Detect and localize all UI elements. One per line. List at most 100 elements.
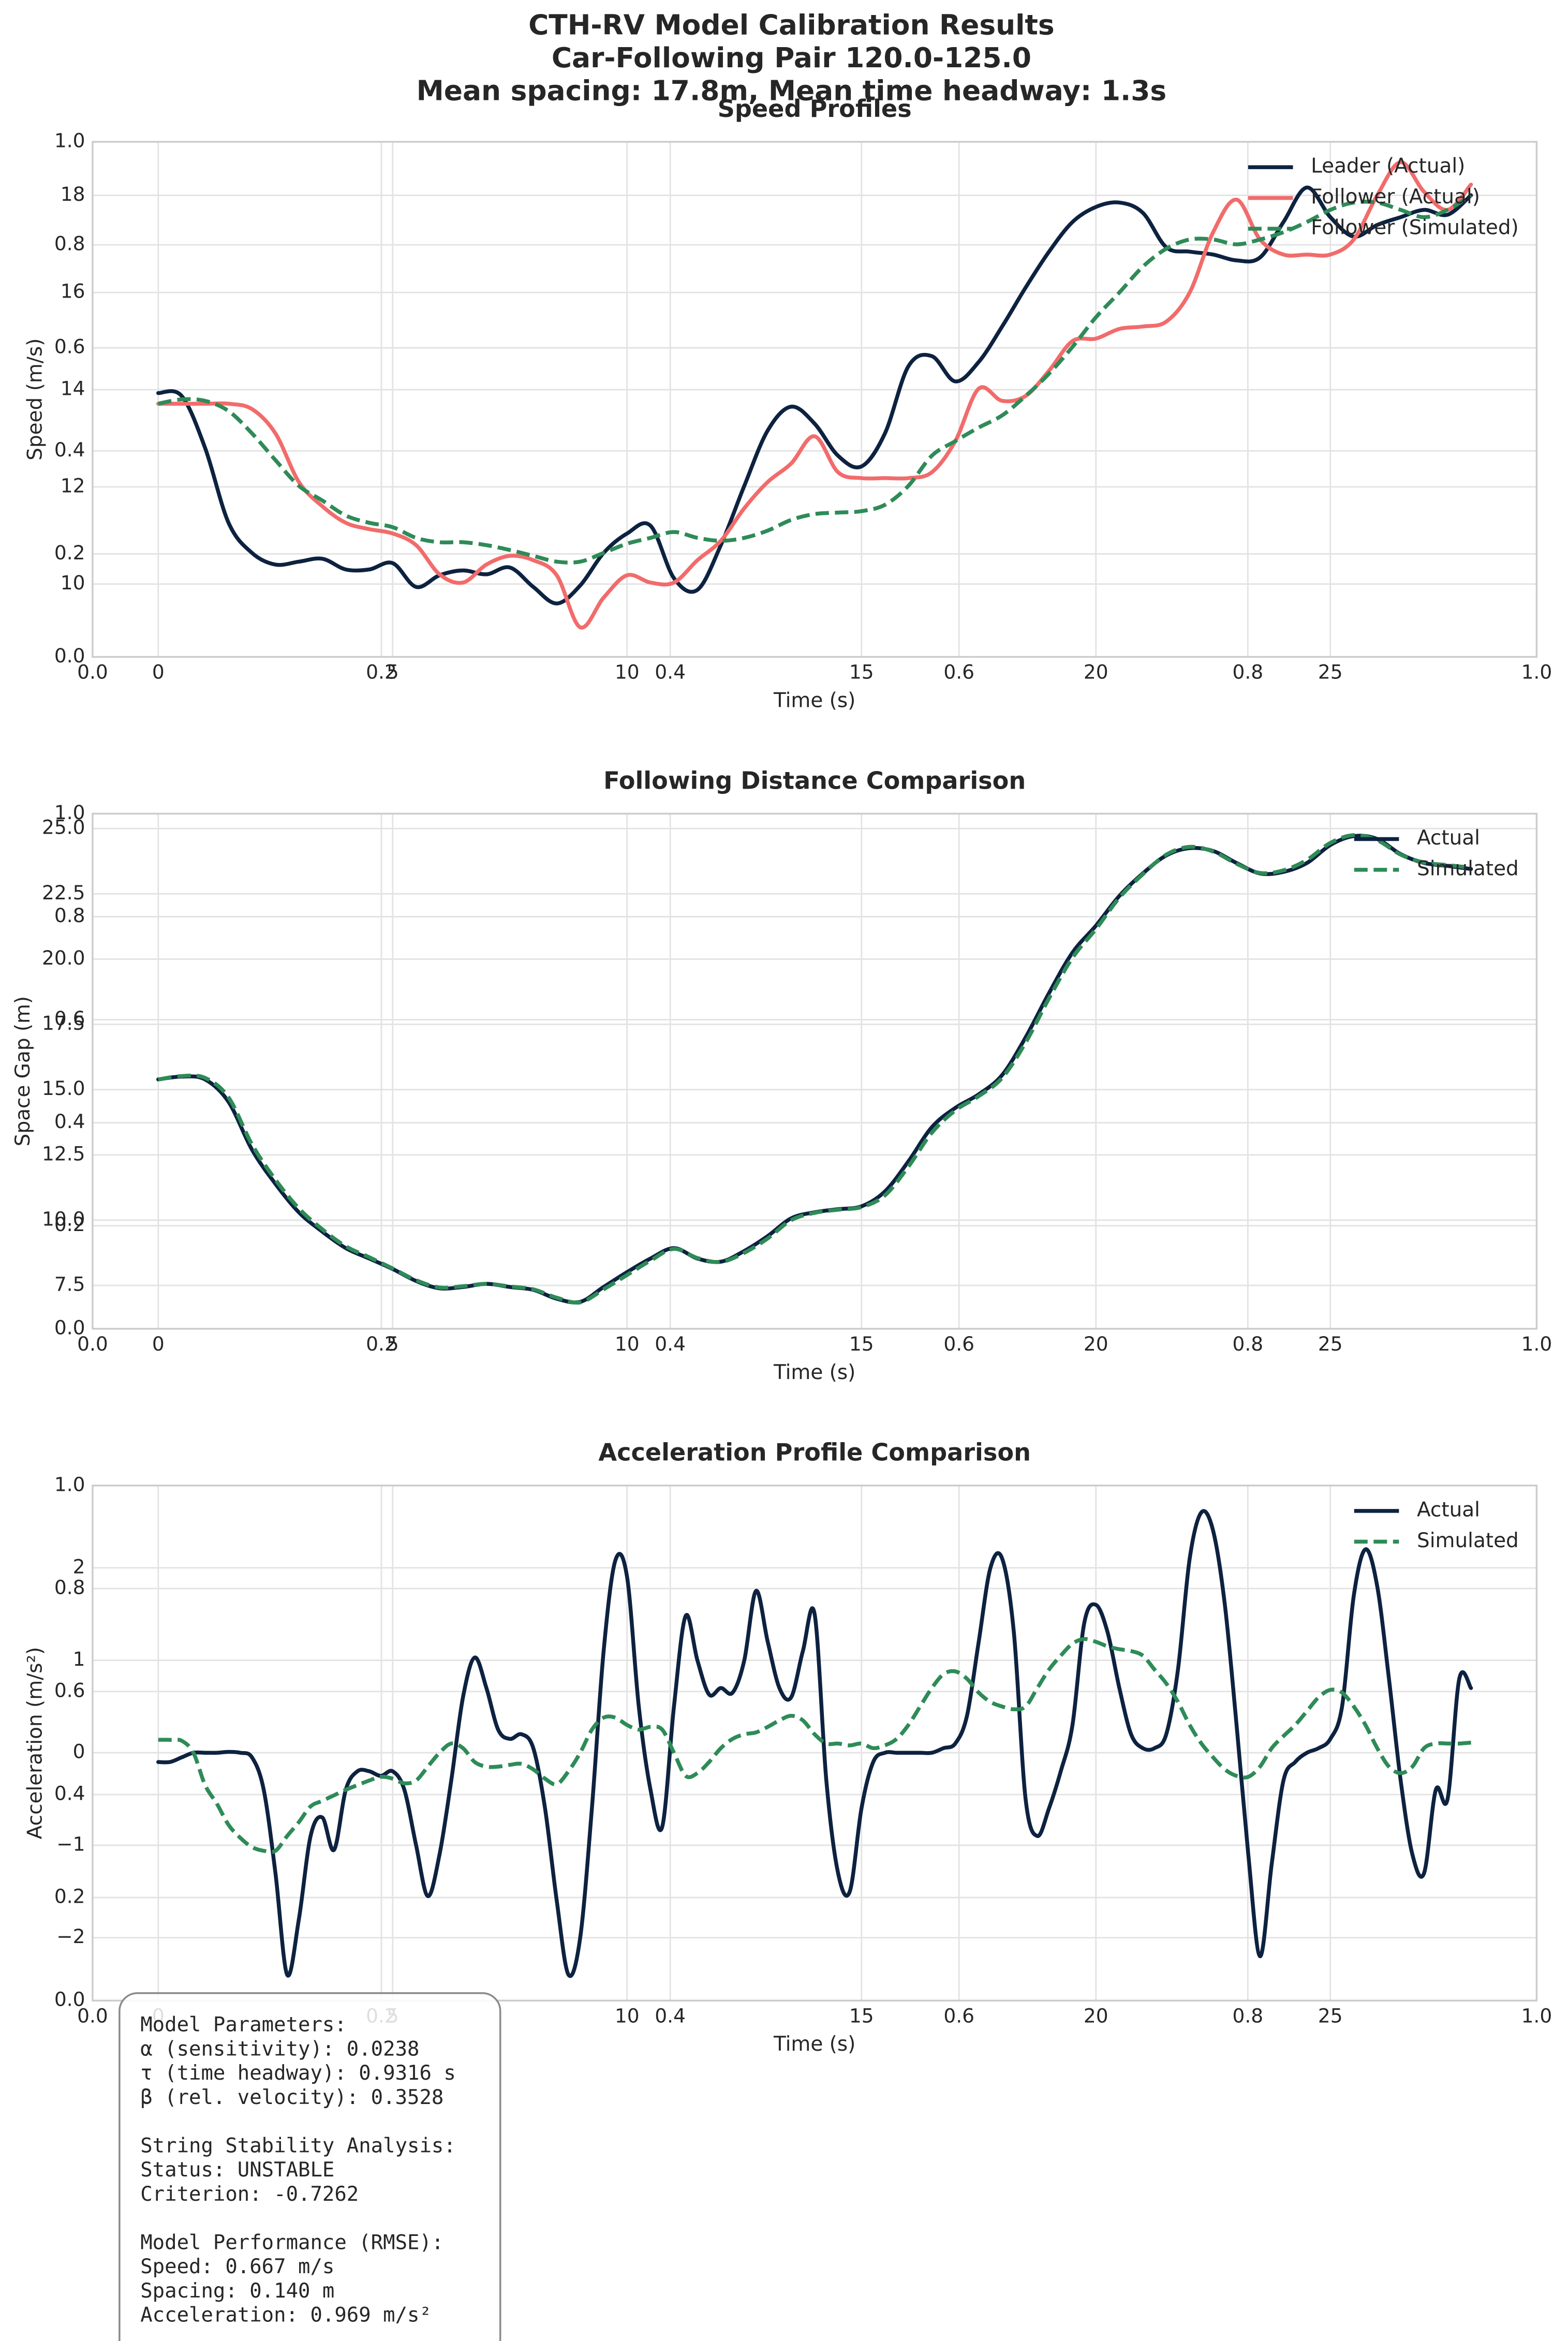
y-axis-label: Acceleration (m/s²) — [24, 1647, 47, 1840]
y-tick-label: 10.0 — [42, 1207, 85, 1230]
y-tick-label: 15.0 — [42, 1077, 85, 1100]
text-box-line: String Stability Analysis: — [140, 2134, 456, 2157]
y-tick-label: 0.2 — [54, 541, 85, 564]
y-tick-label: 0.4 — [54, 438, 85, 461]
text-box-lines: Model Parameters:α (sensitivity): 0.0238… — [140, 2013, 456, 2327]
text-box-line: Criterion: -0.7262 — [140, 2183, 359, 2206]
y-tick-label: 12.5 — [42, 1142, 85, 1165]
subplot: 0510152025−2−10120.00.20.40.60.81.00.00.… — [24, 1439, 1552, 2056]
y-tick-label: 0.8 — [54, 1576, 85, 1598]
x-tick-label: 1.0 — [1521, 2004, 1552, 2027]
x-tick-label: 0.8 — [1232, 2004, 1263, 2027]
y-tick-label: 16 — [61, 280, 85, 303]
y-tick-label: 7.5 — [54, 1273, 85, 1296]
text-box-line: Acceleration: 0.969 m/s² — [140, 2304, 432, 2327]
y-tick-label: 0.6 — [54, 1007, 85, 1030]
y-tick-label: 1.0 — [54, 1473, 85, 1495]
y-axis-label: Space Gap (m) — [11, 996, 35, 1146]
text-box-line: β (rel. velocity): 0.3528 — [140, 2086, 443, 2109]
x-tick-label: 5 — [387, 661, 399, 684]
x-tick-label: 20 — [1084, 661, 1108, 684]
y-tick-label: 22.5 — [42, 881, 85, 904]
x-tick-label: 15 — [849, 1332, 874, 1355]
y-tick-label: 2 — [73, 1555, 85, 1578]
legend-label: Leader (Actual) — [1311, 155, 1465, 178]
y-tick-label: 1.0 — [54, 129, 85, 152]
y-tick-label: 0.4 — [54, 1782, 85, 1805]
x-tick-label: 1.0 — [1521, 1332, 1552, 1355]
x-tick-label: 25 — [1318, 661, 1343, 684]
x-tick-label: 0.0 — [77, 2004, 108, 2027]
y-tick-label: 1.0 — [54, 801, 85, 824]
x-axis-label: Time (s) — [773, 1361, 855, 1384]
axes-title: Following Distance Comparison — [603, 766, 1026, 794]
y-tick-label: 10 — [61, 571, 85, 594]
y-tick-label: 0.2 — [54, 1885, 85, 1908]
y-tick-label: −1 — [56, 1832, 85, 1855]
series-line — [158, 833, 1471, 1305]
x-tick-label: 0.4 — [655, 1332, 686, 1355]
y-tick-label: 0.0 — [54, 644, 85, 667]
x-tick-label: 0.0 — [77, 661, 108, 684]
x-tick-label: 0 — [152, 1332, 165, 1355]
legend-label: Simulated — [1417, 857, 1519, 880]
y-tick-label: 0.0 — [54, 1316, 85, 1339]
x-tick-label: 20 — [1084, 1332, 1108, 1355]
plot-area — [92, 813, 1537, 1329]
x-tick-label: 15 — [849, 661, 874, 684]
plot-area — [92, 1485, 1537, 2001]
y-tick-label: 0.6 — [54, 335, 85, 358]
x-tick-label: 1.0 — [1521, 661, 1552, 684]
legend-label: Follower (Actual) — [1311, 185, 1480, 209]
y-tick-label: 25.0 — [42, 816, 85, 839]
x-tick-label: 0.4 — [655, 661, 686, 684]
figure-title: Mean spacing: 17.8m, Mean time headway: … — [417, 75, 1167, 107]
y-tick-label: −2 — [56, 1925, 85, 1948]
axes-title: Speed Profiles — [718, 95, 912, 123]
y-tick-label: 14 — [61, 377, 85, 400]
x-tick-label: 0.6 — [943, 2004, 974, 2027]
y-tick-label: 0.6 — [54, 1679, 85, 1701]
text-box-line: Speed: 0.667 m/s — [140, 2255, 334, 2278]
x-tick-label: 10 — [615, 1332, 640, 1355]
y-tick-label: 0 — [73, 1740, 85, 1763]
text-box-line: τ (time headway): 0.9316 s — [140, 2062, 456, 2085]
x-tick-label: 0.8 — [1232, 1332, 1263, 1355]
y-tick-label: 0.2 — [54, 1213, 85, 1236]
y-axis-label: Speed (m/s) — [24, 338, 47, 461]
text-box-line: Status: UNSTABLE — [140, 2158, 334, 2182]
axes-frame — [92, 141, 1538, 658]
x-tick-label: 0.6 — [943, 661, 974, 684]
x-tick-label: 0.8 — [1232, 661, 1263, 684]
x-tick-label: 10 — [615, 661, 640, 684]
y-tick-label: 0.8 — [54, 904, 85, 927]
x-tick-label: 0.4 — [655, 2004, 686, 2027]
legend: Actual Simulated — [1354, 826, 1519, 880]
y-tick-label: 12 — [61, 474, 85, 497]
x-tick-label: 25 — [1318, 2004, 1343, 2027]
text-box-line: Spacing: 0.140 m — [140, 2279, 334, 2303]
x-tick-label: 25 — [1318, 1332, 1343, 1355]
series-line — [157, 194, 1472, 565]
series-line — [156, 1509, 1473, 1978]
y-tick-label: 0.8 — [54, 232, 85, 255]
y-tick-label: 18 — [61, 183, 85, 205]
x-tick-label: 15 — [849, 2004, 874, 2027]
x-axis-label: Time (s) — [773, 2033, 855, 2056]
legend: Actual Simulated — [1354, 1498, 1519, 1552]
x-tick-label: 20 — [1084, 2004, 1108, 2027]
x-tick-label: 5 — [387, 1332, 399, 1355]
x-tick-label: 10 — [615, 2004, 640, 2027]
text-box — [119, 1992, 501, 2341]
series-line — [158, 1637, 1471, 1854]
legend-label: Simulated — [1417, 1529, 1519, 1552]
x-tick-label: 0.2 — [366, 661, 397, 684]
y-tick-label: 1 — [73, 1648, 85, 1670]
x-axis-label: Time (s) — [773, 689, 855, 713]
text-box-line: α (sensitivity): 0.0238 — [140, 2037, 419, 2061]
axes-title: Acceleration Profile Comparison — [598, 1439, 1031, 1466]
